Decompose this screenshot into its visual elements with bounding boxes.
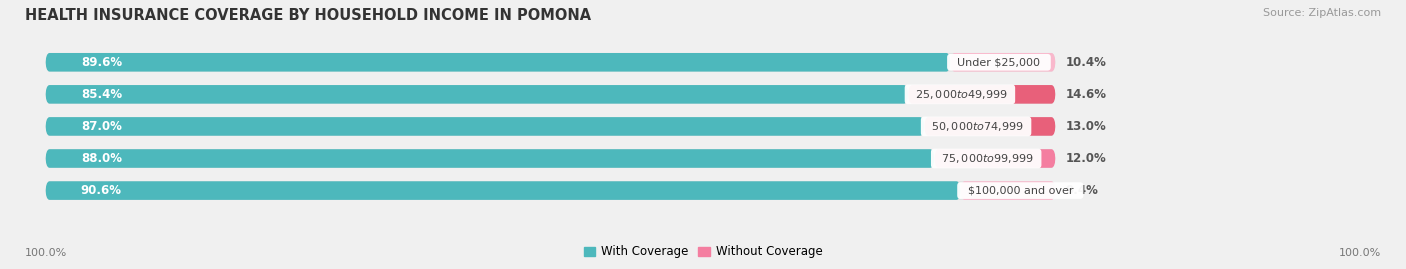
Text: $100,000 and over: $100,000 and over bbox=[960, 186, 1080, 196]
Text: $50,000 to $74,999: $50,000 to $74,999 bbox=[924, 120, 1028, 133]
Text: 100.0%: 100.0% bbox=[1339, 248, 1381, 258]
Text: 14.6%: 14.6% bbox=[1066, 88, 1107, 101]
Text: 90.6%: 90.6% bbox=[82, 184, 122, 197]
Text: 100.0%: 100.0% bbox=[25, 248, 67, 258]
Text: HEALTH INSURANCE COVERAGE BY HOUSEHOLD INCOME IN POMONA: HEALTH INSURANCE COVERAGE BY HOUSEHOLD I… bbox=[25, 8, 592, 23]
Text: Source: ZipAtlas.com: Source: ZipAtlas.com bbox=[1263, 8, 1381, 18]
FancyBboxPatch shape bbox=[45, 181, 960, 200]
FancyBboxPatch shape bbox=[45, 85, 908, 104]
FancyBboxPatch shape bbox=[45, 117, 1056, 136]
Text: 10.4%: 10.4% bbox=[1066, 56, 1107, 69]
Legend: With Coverage, Without Coverage: With Coverage, Without Coverage bbox=[579, 241, 827, 263]
FancyBboxPatch shape bbox=[45, 117, 924, 136]
FancyBboxPatch shape bbox=[45, 149, 934, 168]
FancyBboxPatch shape bbox=[45, 181, 1056, 200]
Text: 12.0%: 12.0% bbox=[1066, 152, 1107, 165]
FancyBboxPatch shape bbox=[45, 53, 950, 72]
FancyBboxPatch shape bbox=[950, 53, 1056, 72]
FancyBboxPatch shape bbox=[45, 53, 1056, 72]
FancyBboxPatch shape bbox=[960, 181, 1056, 200]
Text: 89.6%: 89.6% bbox=[82, 56, 122, 69]
Text: Under $25,000: Under $25,000 bbox=[950, 57, 1047, 67]
FancyBboxPatch shape bbox=[45, 149, 1056, 168]
Text: 9.4%: 9.4% bbox=[1066, 184, 1098, 197]
FancyBboxPatch shape bbox=[45, 85, 1056, 104]
Text: 87.0%: 87.0% bbox=[82, 120, 122, 133]
Text: 13.0%: 13.0% bbox=[1066, 120, 1107, 133]
FancyBboxPatch shape bbox=[934, 149, 1056, 168]
FancyBboxPatch shape bbox=[924, 117, 1056, 136]
Text: 85.4%: 85.4% bbox=[82, 88, 122, 101]
FancyBboxPatch shape bbox=[908, 85, 1056, 104]
Text: $75,000 to $99,999: $75,000 to $99,999 bbox=[934, 152, 1038, 165]
Text: $25,000 to $49,999: $25,000 to $49,999 bbox=[908, 88, 1012, 101]
Text: 88.0%: 88.0% bbox=[82, 152, 122, 165]
